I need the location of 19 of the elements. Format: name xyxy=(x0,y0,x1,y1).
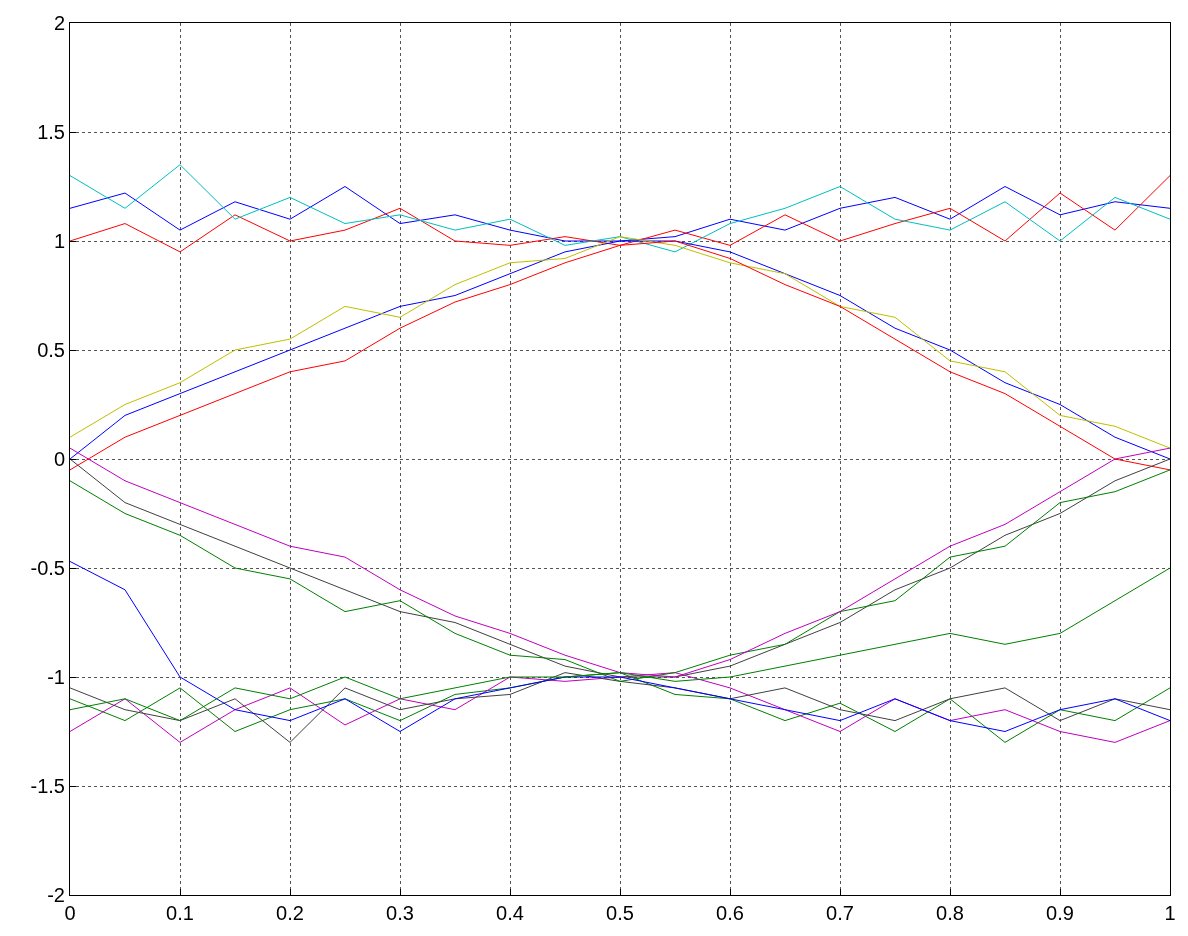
y-tick-label: -1.5 xyxy=(30,775,65,797)
x-tick-label: 0.8 xyxy=(936,902,964,924)
x-tick-label: 1 xyxy=(1164,902,1176,924)
x-tick-label: 0.3 xyxy=(386,902,414,924)
x-tick-label: 0.1 xyxy=(166,902,194,924)
x-tick-label: 0.9 xyxy=(1046,902,1074,924)
x-tick-label: 0.6 xyxy=(716,902,744,924)
y-tick-label: 1 xyxy=(53,230,65,252)
y-tick-label: 0 xyxy=(53,448,65,470)
y-tick-label: -0.5 xyxy=(30,557,65,579)
y-tick-label: 2 xyxy=(53,12,65,34)
x-tick-label: 0.4 xyxy=(496,902,524,924)
y-tick-label: 0.5 xyxy=(37,339,65,361)
y-tick-label: -1 xyxy=(47,666,65,688)
y-tick-label: 1.5 xyxy=(37,121,65,143)
y-tick-label: -2 xyxy=(47,884,65,906)
x-tick-label: 0.5 xyxy=(606,902,634,924)
x-tick-label: 0.2 xyxy=(276,902,304,924)
x-tick-label: 0.7 xyxy=(826,902,854,924)
